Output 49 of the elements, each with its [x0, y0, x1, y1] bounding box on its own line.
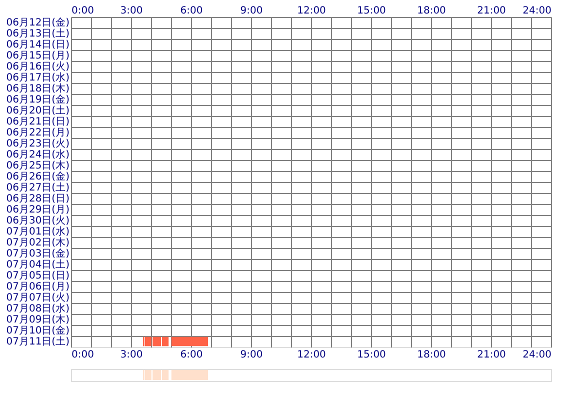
y-tick-label: 07月03日(金) [6, 248, 70, 260]
x2-tick-label: 12:00 [297, 350, 326, 360]
y-tick-label: 07月06日(月) [6, 282, 70, 292]
y-tick-label: 06月13日(土) [6, 28, 70, 40]
y-tick-label: 07月02日(木) [6, 236, 70, 248]
y-tick-label: 06月27日(土) [6, 182, 70, 194]
x-tick-label: 24:00 [522, 6, 552, 16]
y-tick-label: 06月21日(日) [6, 116, 70, 128]
y-tick-label: 06月20日(土) [6, 104, 70, 116]
y-tick-label: 06月14日(日) [6, 40, 70, 50]
y-tick-label: 06月19日(金) [6, 94, 70, 106]
x2-tick-label: 18:00 [417, 350, 446, 360]
x2-tick-label: 9:00 [240, 350, 263, 360]
y-tick-label: 07月01日(水) [6, 226, 70, 238]
y-tick-label: 06月22日(月) [6, 128, 70, 138]
y-tick-label: 06月18日(木) [6, 82, 70, 94]
x2-tick-label: 6:00 [180, 350, 203, 360]
x-tick-label: 0:00 [72, 6, 94, 16]
y-tick-label: 07月10日(金) [6, 324, 70, 336]
x-tick-label: 9:00 [240, 6, 263, 16]
x2-tick-label: 21:00 [477, 350, 506, 360]
x-tick-label: 12:00 [297, 6, 326, 16]
y-tick-label: 06月28日(日) [6, 194, 70, 204]
x-tick-label: 15:00 [357, 6, 386, 16]
y-tick-label: 06月15日(月) [6, 50, 70, 62]
y-tick-label: 06月16日(火) [6, 60, 70, 72]
y-tick-label: 07月04日(土) [6, 258, 70, 270]
x2-tick-label: 15:00 [357, 350, 386, 360]
y-tick-label: 06月26日(金) [6, 170, 70, 182]
y-tick-label: 06月17日(水) [6, 72, 70, 84]
y-tick-label: 07月08日(水) [6, 302, 70, 314]
x2-tick-label: 24:00 [522, 350, 552, 360]
x2-tick-label: 3:00 [120, 350, 143, 360]
x-tick-label: 6:00 [180, 6, 203, 16]
y-tick-label: 06月23日(火) [6, 138, 70, 150]
y-tick-label: 06月25日(木) [6, 160, 70, 172]
x-tick-label: 18:00 [417, 6, 446, 16]
y-tick-label: 06月30日(火) [6, 214, 70, 226]
y-tick-label: 07月07日(火) [6, 292, 70, 304]
bar [171, 370, 208, 380]
y-tick-label: 07月11日(土) [6, 336, 70, 348]
y-tick-label: 06月29日(月) [6, 204, 70, 216]
y-tick-label: 07月05日(日) [6, 270, 70, 282]
y-tick-label: 06月12日(金) [6, 16, 70, 28]
x2-tick-label: 0:00 [72, 350, 94, 360]
x-tick-label: 21:00 [477, 6, 506, 16]
x-tick-label: 3:00 [120, 6, 143, 16]
y-tick-label: 07月09日(木) [6, 314, 70, 326]
y-tick-label: 06月24日(水) [6, 148, 70, 160]
